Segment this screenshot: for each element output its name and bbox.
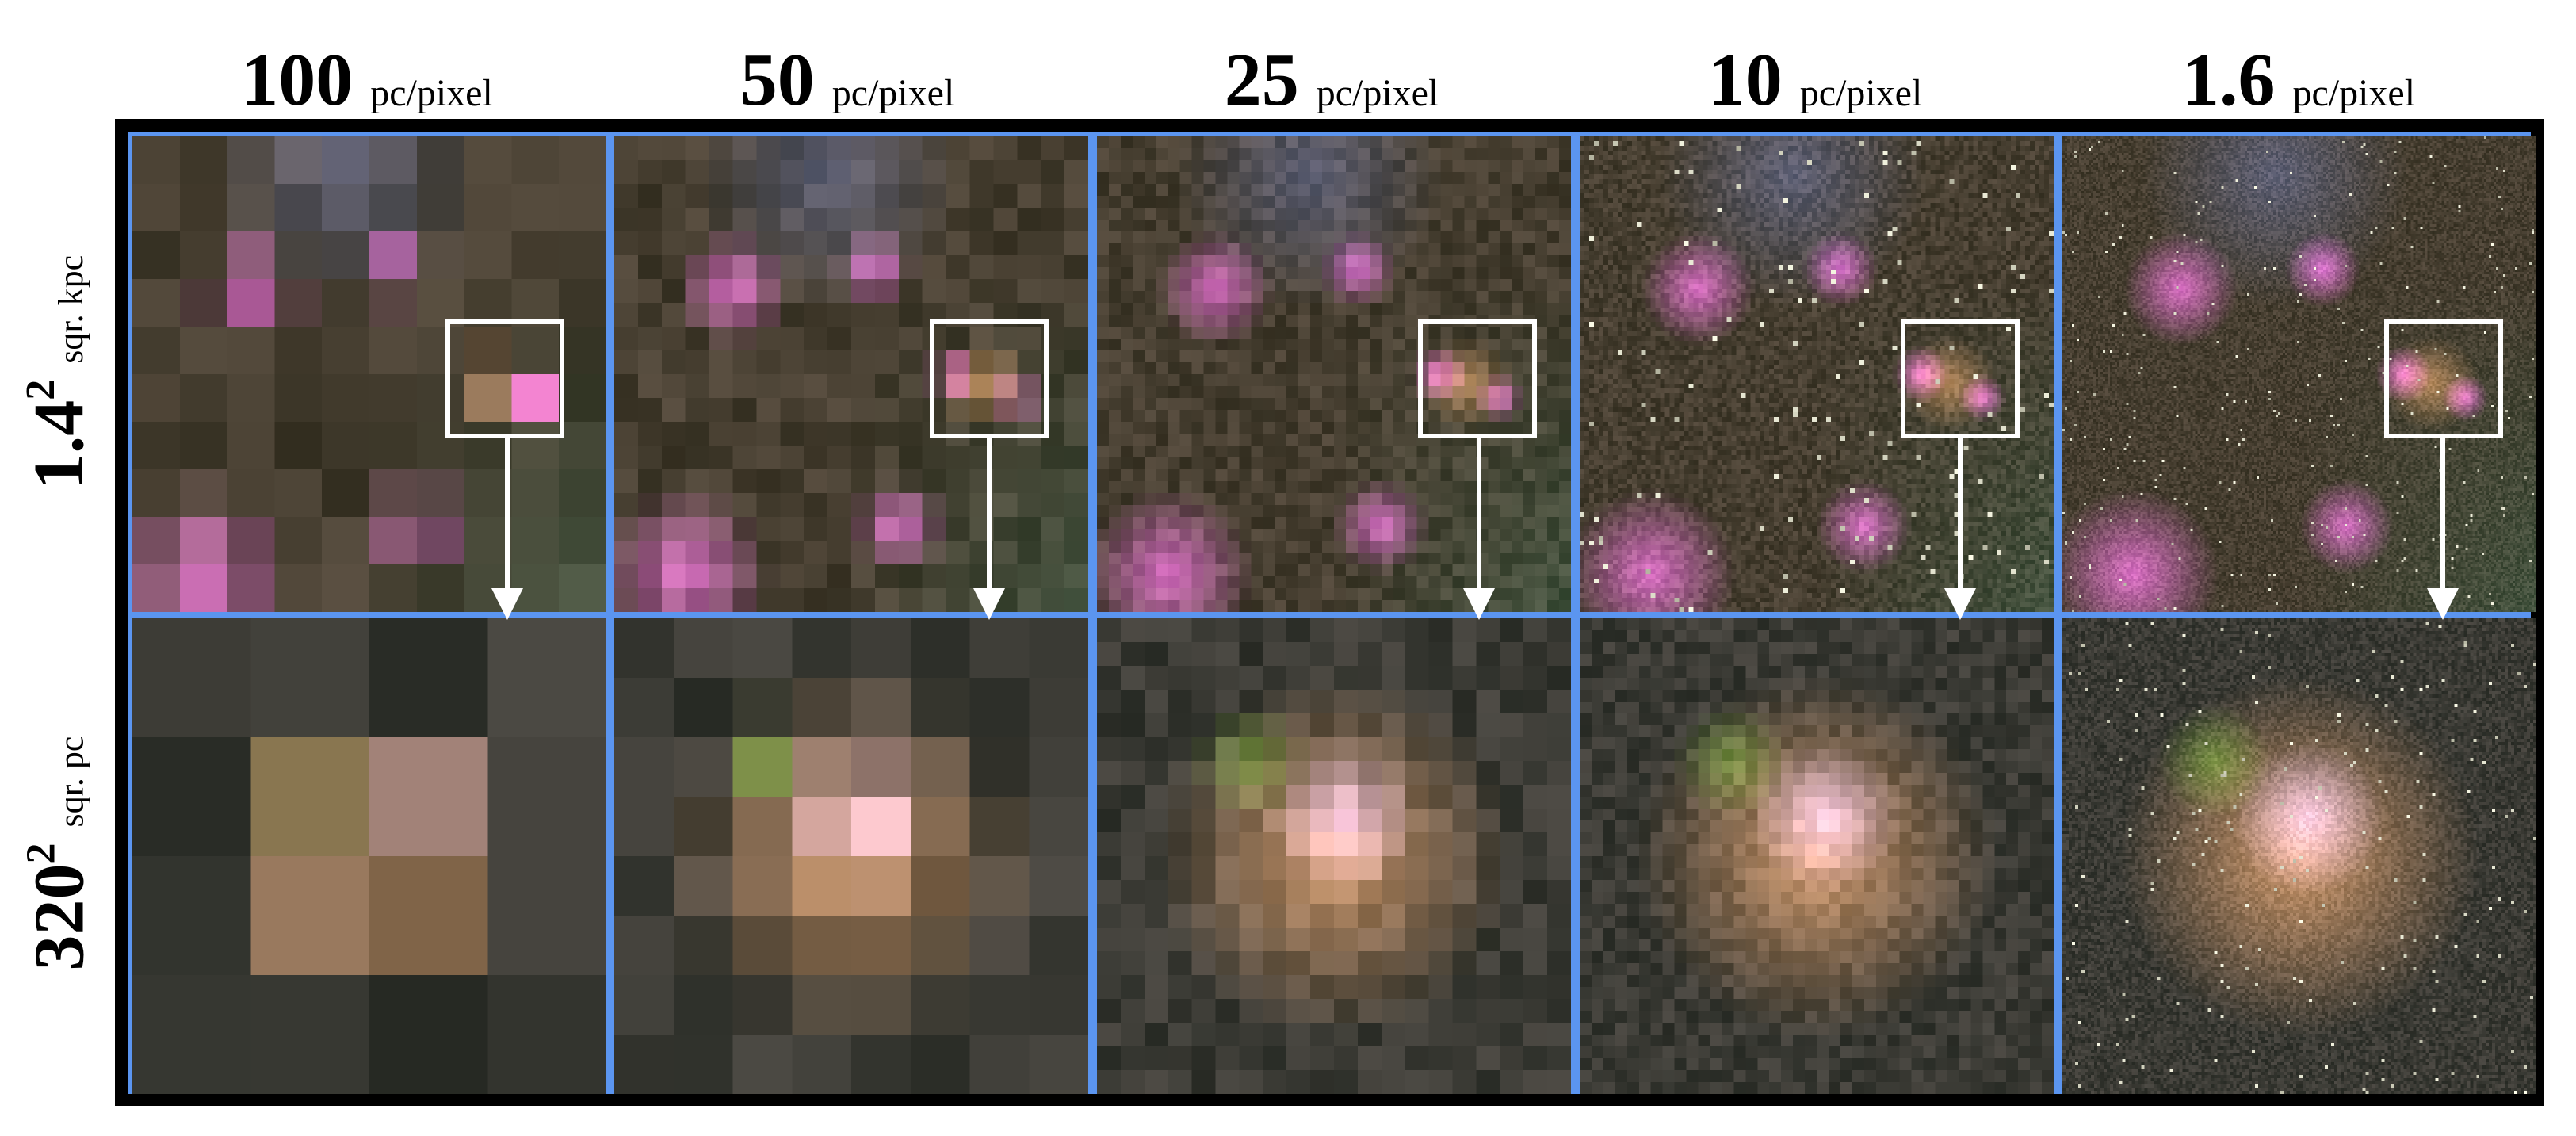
arrow-down-icon <box>973 438 1005 620</box>
zoom-image-100-pc <box>132 618 606 1094</box>
zoom-region-box <box>1418 319 1537 438</box>
resolution-unit: pc/pixel <box>1800 75 1923 117</box>
field-size-exponent: 2 <box>18 843 65 863</box>
field-size-exponent: 2 <box>18 380 65 400</box>
row-header-small-field: 320 2 sqr. pc <box>16 613 103 1094</box>
zoom-image-10-pc <box>1580 618 2054 1094</box>
zoom-region-box <box>2384 319 2503 438</box>
column-header-1-6: 1.6 pc/pixel <box>2061 14 2536 117</box>
resolution-unit: pc/pixel <box>2292 75 2415 117</box>
arrow-down-icon <box>1463 438 1495 620</box>
zoom-image-25-pc <box>1097 618 1571 1094</box>
column-header-50: 50 pc/pixel <box>610 14 1085 117</box>
arrow-down-icon <box>491 438 523 620</box>
field-size-unit: sqr. pc <box>52 736 92 828</box>
column-header-100: 100 pc/pixel <box>129 14 605 117</box>
field-size-value: 320 <box>19 863 101 970</box>
resolution-value: 1.6 <box>2182 43 2276 117</box>
resolution-value: 10 <box>1708 43 1783 117</box>
column-header-25: 25 pc/pixel <box>1094 14 1569 117</box>
zoom-region-box <box>930 319 1049 438</box>
field-size-unit: sqr. kpc <box>52 255 92 364</box>
arrow-down-icon <box>2427 438 2459 620</box>
resolution-unit: pc/pixel <box>832 75 955 117</box>
zoom-image-1-6-pc <box>2062 618 2536 1094</box>
resolution-value: 25 <box>1225 43 1299 117</box>
field-size-value: 1.4 <box>19 400 101 490</box>
resolution-unit: pc/pixel <box>370 75 493 117</box>
resolution-value: 100 <box>241 43 353 117</box>
resolution-value: 50 <box>740 43 815 117</box>
row-header-large-field: 1.4 2 sqr. kpc <box>16 132 103 613</box>
column-header-10: 10 pc/pixel <box>1577 14 2053 117</box>
arrow-down-icon <box>1944 438 1976 620</box>
zoom-image-50-pc <box>614 618 1088 1094</box>
resolution-unit: pc/pixel <box>1317 75 1439 117</box>
zoom-region-box <box>445 319 564 438</box>
zoom-region-box <box>1901 319 2020 438</box>
